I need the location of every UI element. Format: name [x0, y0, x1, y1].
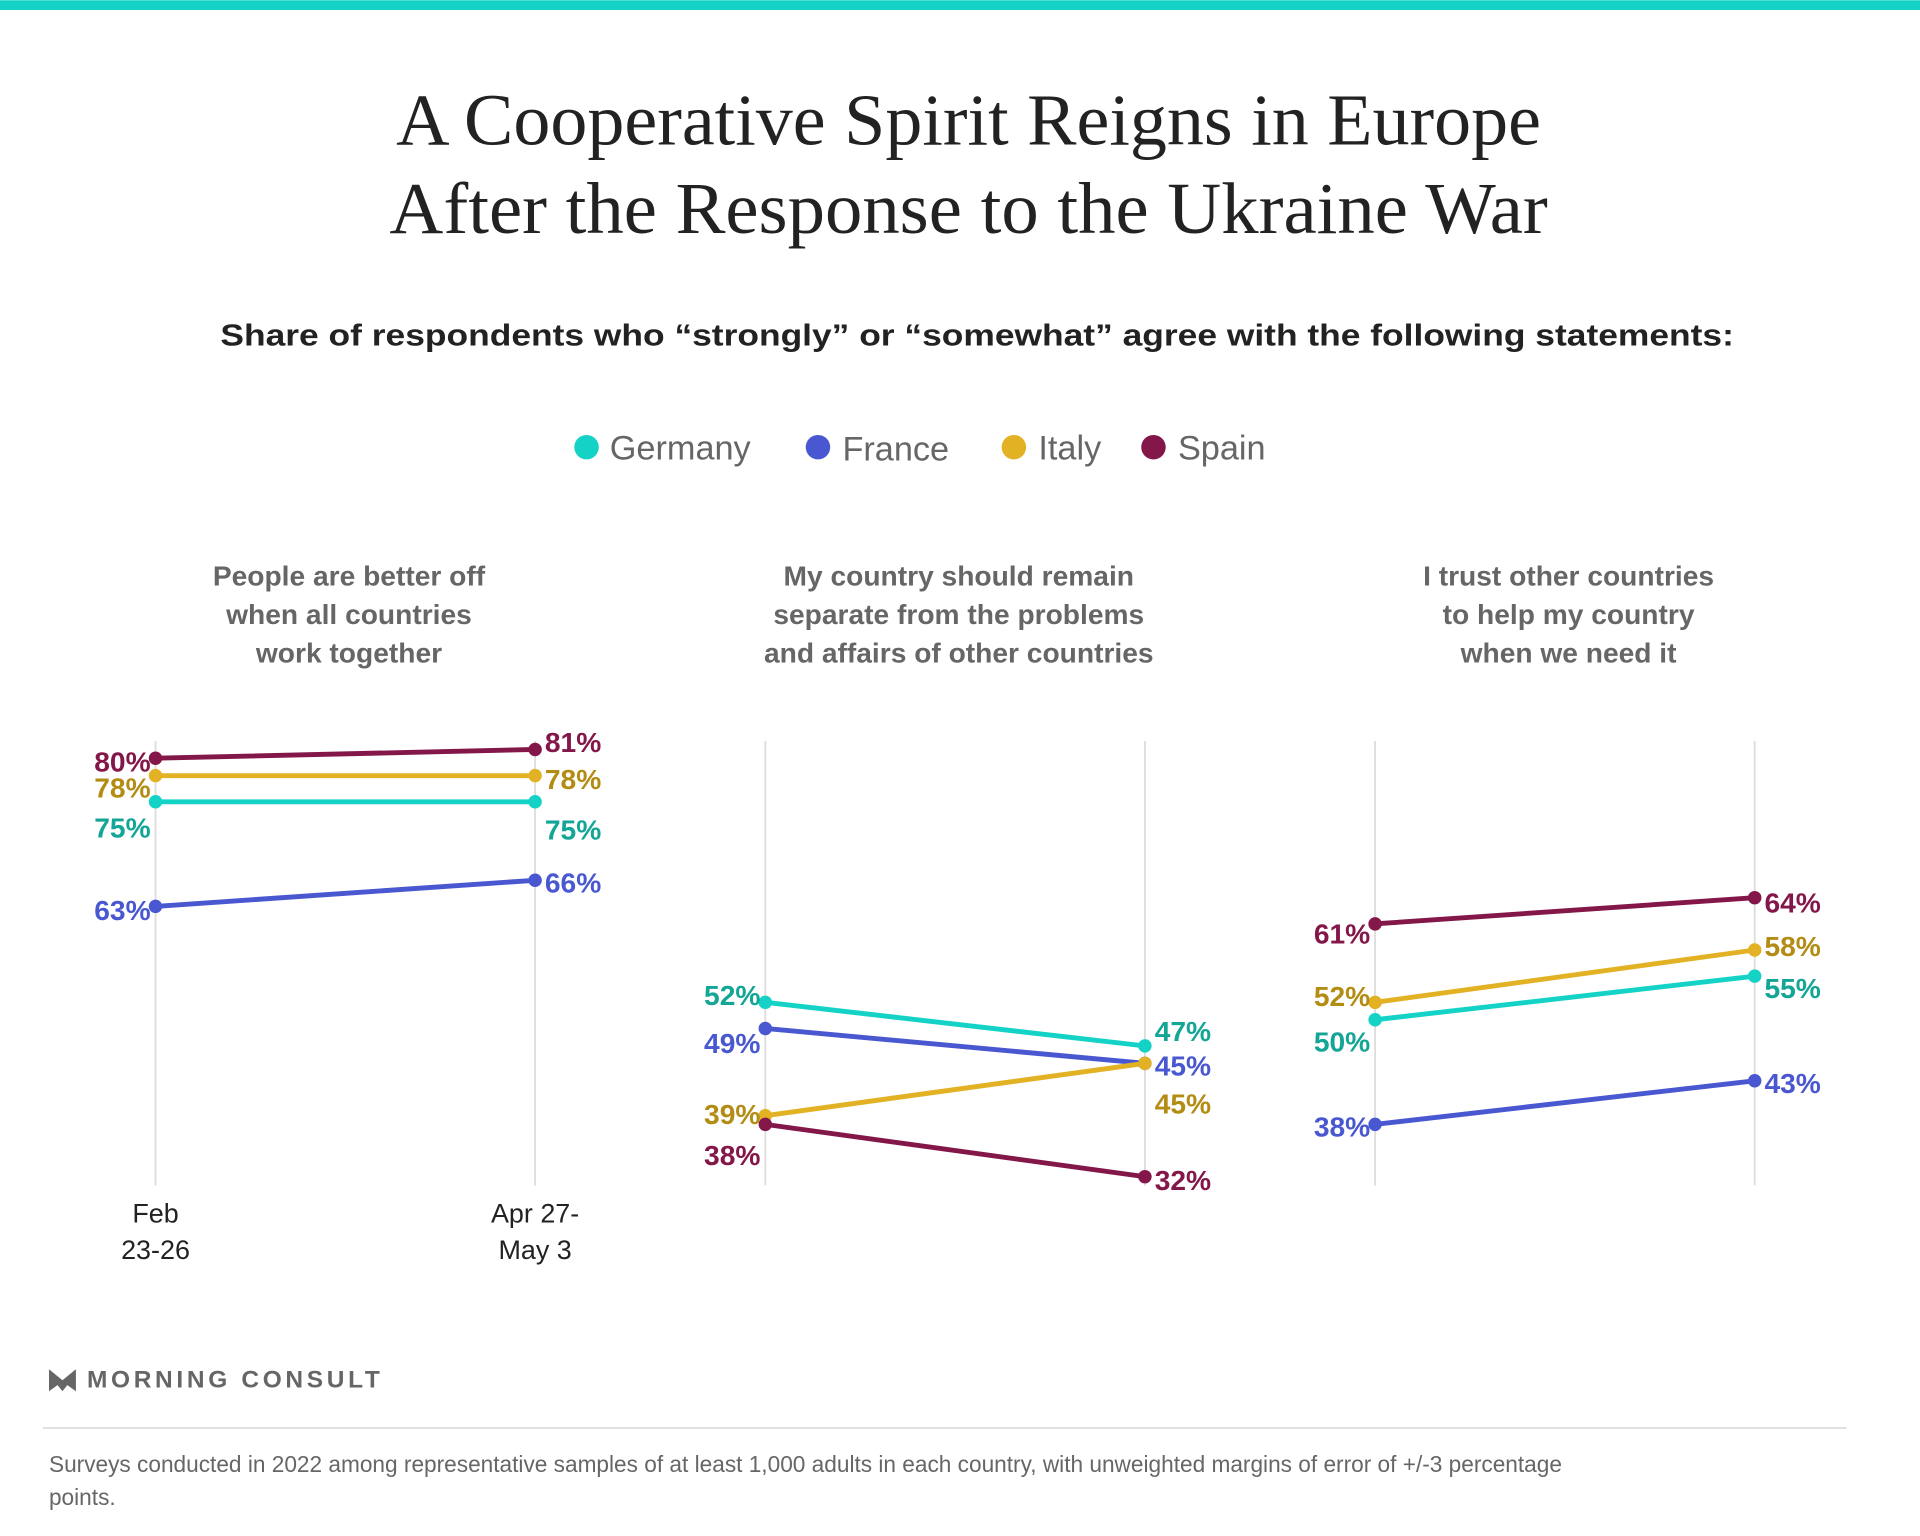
series-line-france	[153, 877, 538, 909]
data-label-germany: 50%	[1314, 1027, 1370, 1058]
data-point-spain	[1747, 890, 1762, 905]
footnote-line-2: points.	[49, 1484, 116, 1510]
data-label-italy: 39%	[704, 1099, 760, 1130]
subtitle: Share of respondents who “strongly” or “…	[220, 319, 1733, 353]
legend-dot-germany	[574, 434, 599, 460]
title-line-1: A Cooperative Spirit Reigns in Europe	[396, 80, 1541, 161]
series-line-france	[1372, 1078, 1758, 1127]
data-point-italy	[148, 768, 163, 783]
panel-title-line: to help my country	[1443, 599, 1695, 630]
panel-title-line: My country should remain	[784, 561, 1134, 592]
data-point-spain	[528, 742, 542, 757]
data-point-germany	[1138, 1039, 1152, 1053]
data-point-germany	[1747, 969, 1762, 983]
data-point-germany	[1368, 1013, 1382, 1027]
data-point-spain	[1368, 917, 1382, 931]
panel-1: People are better off when all countries w…	[94, 561, 601, 1186]
data-label-spain: 81%	[545, 727, 601, 758]
data-label-spain: 64%	[1764, 887, 1820, 918]
data-point-italy	[1747, 943, 1762, 957]
data-label-spain: 80%	[94, 747, 150, 778]
data-point-spain	[148, 751, 163, 765]
panel-title-line: work together	[255, 638, 442, 669]
legend-dot-france	[805, 434, 831, 460]
data-label-germany: 75%	[94, 812, 150, 843]
data-label-france: 38%	[1314, 1112, 1370, 1143]
panel-3: I trust other countries to help my countr…	[1314, 561, 1821, 1186]
data-point-germany	[148, 795, 163, 809]
data-point-france	[148, 899, 163, 914]
data-label-italy: 58%	[1764, 931, 1820, 962]
top-accent-bar	[0, 0, 1920, 11]
data-point-france	[1747, 1074, 1762, 1088]
data-label-germany: 52%	[704, 980, 760, 1011]
legend-dot-spain	[1141, 434, 1166, 460]
data-label-spain: 32%	[1155, 1165, 1211, 1196]
panel-title-line: separate from the problems	[773, 599, 1144, 630]
data-label-spain: 61%	[1314, 918, 1370, 949]
data-label-france: 49%	[704, 1028, 760, 1059]
data-point-italy	[1138, 1056, 1152, 1071]
x-tick-label-2-line-2: May 3	[498, 1235, 571, 1265]
logo-text: MORNING CONSULT	[87, 1367, 384, 1394]
x-axis-labels: Feb 23-26 Apr 27- May 3	[121, 1198, 579, 1265]
data-point-germany	[758, 995, 773, 1010]
data-point-france	[528, 873, 542, 887]
panel-title-line: People are better off	[213, 561, 486, 592]
data-point-france	[1368, 1117, 1382, 1132]
series-line-spain	[1372, 895, 1758, 927]
series-line-germany	[1372, 973, 1758, 1023]
data-point-italy	[528, 768, 542, 783]
data-point-italy	[1368, 995, 1382, 1010]
legend: Germany France Italy Spain	[574, 429, 1266, 469]
x-tick-label-1-line-1: Feb	[132, 1198, 178, 1228]
panel-title-line: and affairs of other countries	[764, 638, 1154, 669]
logo-chevron-icon	[48, 1369, 76, 1392]
series-line-germany	[762, 999, 1148, 1049]
data-label-france: 63%	[94, 895, 150, 926]
data-label-france: 66%	[545, 868, 601, 899]
data-point-spain	[758, 1117, 773, 1132]
data-point-spain	[1138, 1169, 1152, 1184]
title-line-2: After the Response to the Ukraine War	[389, 168, 1547, 249]
data-label-italy: 52%	[1314, 981, 1370, 1012]
data-label-italy: 78%	[94, 773, 150, 804]
legend-label-spain: Spain	[1178, 429, 1266, 467]
data-label-germany: 47%	[1155, 1016, 1211, 1047]
data-label-germany: 55%	[1764, 973, 1820, 1004]
legend-label-germany: Germany	[610, 429, 752, 467]
legend-label-italy: Italy	[1038, 429, 1102, 467]
data-label-france: 43%	[1764, 1068, 1820, 1099]
data-label-france: 45%	[1155, 1051, 1211, 1082]
footnote-line-1: Surveys conducted in 2022 among represen…	[49, 1451, 1562, 1477]
data-point-germany	[528, 795, 542, 809]
series-line-spain	[153, 747, 538, 761]
series-line-spain	[762, 1121, 1148, 1180]
panel-2: My country should remain separate from th…	[704, 561, 1211, 1197]
x-tick-label-1-line-2: 23-26	[121, 1235, 190, 1265]
legend-dot-italy	[1001, 434, 1027, 460]
panel-title-line: I trust other countries	[1423, 561, 1714, 592]
data-label-spain: 38%	[704, 1140, 760, 1171]
legend-label-france: France	[842, 431, 949, 469]
x-tick-label-2-line-1: Apr 27-	[491, 1198, 579, 1228]
panel-title-line: when all countries	[225, 599, 472, 630]
data-label-italy: 78%	[545, 764, 601, 795]
panel-title-line: when we need it	[1460, 638, 1678, 669]
data-label-italy: 45%	[1155, 1089, 1211, 1120]
series-line-italy	[762, 1060, 1148, 1119]
data-label-germany: 75%	[545, 815, 601, 846]
data-point-france	[758, 1021, 773, 1036]
panels: People are better off when all countries w…	[94, 561, 1821, 1197]
series-line-france	[762, 1026, 1148, 1066]
morning-consult-logo: MORNING CONSULT	[48, 1367, 384, 1394]
series-line-italy	[1372, 947, 1758, 1005]
